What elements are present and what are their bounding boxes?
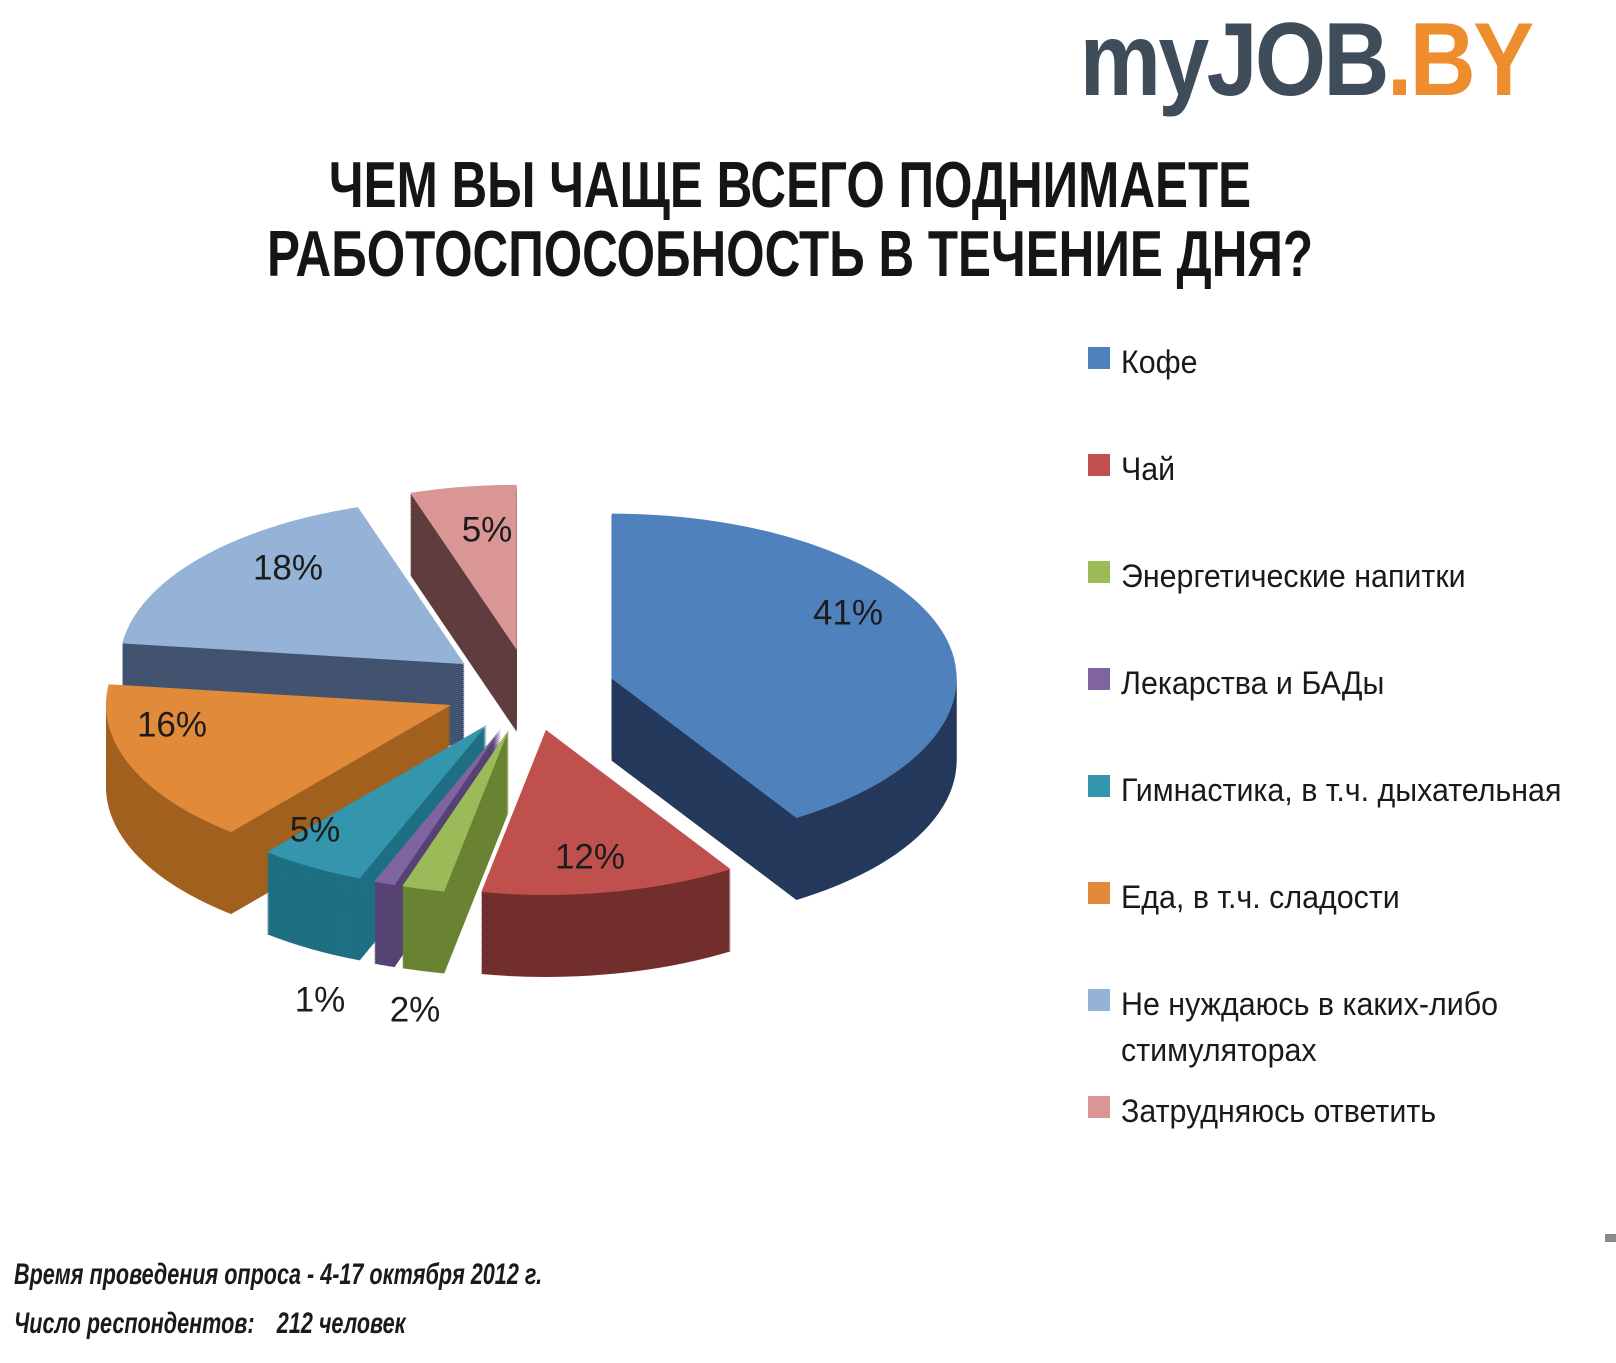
legend-item-chay: Чай — [1088, 446, 1616, 553]
legend-item-zatrudnyayus-otvetit: Затрудняюсь ответить — [1088, 1088, 1616, 1195]
legend-item-eda: Еда, в т.ч. сладости — [1088, 874, 1616, 981]
legend-label-gimnastika: Гимнастика, в т.ч. дыхательная — [1121, 772, 1562, 808]
chart-title-line2: РАБОТОСПОСОБНОСТЬ В ТЕЧЕНИЕ ДНЯ? — [266, 217, 1314, 290]
footer-respondents-value: 212 человек — [276, 1307, 406, 1340]
pie-slice-energeticheskie-napitki — [402, 729, 509, 974]
chart-title: ЧЕМ ВЫ ЧАЩЕ ВСЕГО ПОДНИМАЕТЕ РАБОТОСПОСО… — [205, 150, 1375, 288]
legend: Кофе Чай Энергетические напитки Лекарства и… — [1088, 339, 1616, 1195]
legend-swatch-ne-nuzhdayus — [1088, 989, 1110, 1011]
pie-label-ne-nuzhdayus: 18% — [253, 549, 323, 588]
pie-slice-zatrudnyayus-otvetit — [410, 484, 517, 732]
footer: Время проведения опроса - 4-17 октября 2… — [14, 1250, 542, 1348]
legend-item-gimnastika: Гимнастика, в т.ч. дыхательная — [1088, 767, 1616, 874]
legend-label-lekarstva-i-bady: Лекарства и БАДы — [1121, 665, 1385, 701]
footer-respondents-label: Число респондентов: — [14, 1307, 255, 1340]
pie-label-eda: 16% — [137, 706, 207, 745]
logo-text-by: .BY — [1387, 2, 1534, 118]
legend-label-energeticheskie-napitki: Энергетические напитки — [1121, 558, 1466, 594]
legend-swatch-eda — [1088, 882, 1110, 904]
legend-label-zatrudnyayus-otvetit: Затрудняюсь ответить — [1121, 1093, 1437, 1129]
pie-label-energeticheskie-napitki: 2% — [390, 991, 441, 1030]
pie-label-lekarstva-i-bady: 1% — [295, 981, 346, 1020]
legend-swatch-lekarstva-i-bady — [1088, 668, 1110, 690]
legend-label-chay: Чай — [1121, 451, 1176, 487]
edge-artifact — [1605, 1234, 1616, 1242]
legend-item-lekarstva-i-bady: Лекарства и БАДы — [1088, 660, 1616, 767]
pie-label-zatrudnyayus-otvetit: 5% — [462, 511, 513, 550]
footer-survey-period: Время проведения опроса - 4-17 октября 2… — [14, 1258, 543, 1291]
pie-slice-kofe — [611, 513, 957, 900]
pie-slice-chay — [481, 729, 731, 977]
pie-label-chay: 12% — [555, 838, 625, 877]
legend-label-ne-nuzhdayus: Не нуждаюсь в каких-либо стимуляторах — [1121, 986, 1499, 1068]
pie-label-kofe: 41% — [813, 594, 883, 633]
legend-swatch-kofe — [1088, 347, 1110, 369]
legend-label-eda: Еда, в т.ч. сладости — [1121, 879, 1400, 915]
legend-item-ne-nuzhdayus: Не нуждаюсь в каких-либо стимуляторах — [1088, 981, 1616, 1088]
legend-swatch-energeticheskie-napitki — [1088, 561, 1110, 583]
footer-respondents: Число респондентов: 212 человек — [14, 1299, 542, 1348]
chart-title-line1: ЧЕМ ВЫ ЧАЩЕ ВСЕГО ПОДНИМАЕТЕ — [328, 148, 1252, 221]
legend-item-energeticheskie-napitki: Энергетические напитки — [1088, 553, 1616, 660]
legend-label-kofe: Кофе — [1121, 344, 1198, 380]
legend-swatch-chay — [1088, 454, 1110, 476]
legend-swatch-zatrudnyayus-otvetit — [1088, 1096, 1110, 1118]
logo: myJOB.BY — [1080, 8, 1535, 112]
pie-label-gimnastika: 5% — [290, 811, 341, 850]
logo-text-myjob: myJOB — [1080, 2, 1390, 118]
legend-item-kofe: Кофе — [1088, 339, 1616, 446]
legend-swatch-gimnastika — [1088, 775, 1110, 797]
